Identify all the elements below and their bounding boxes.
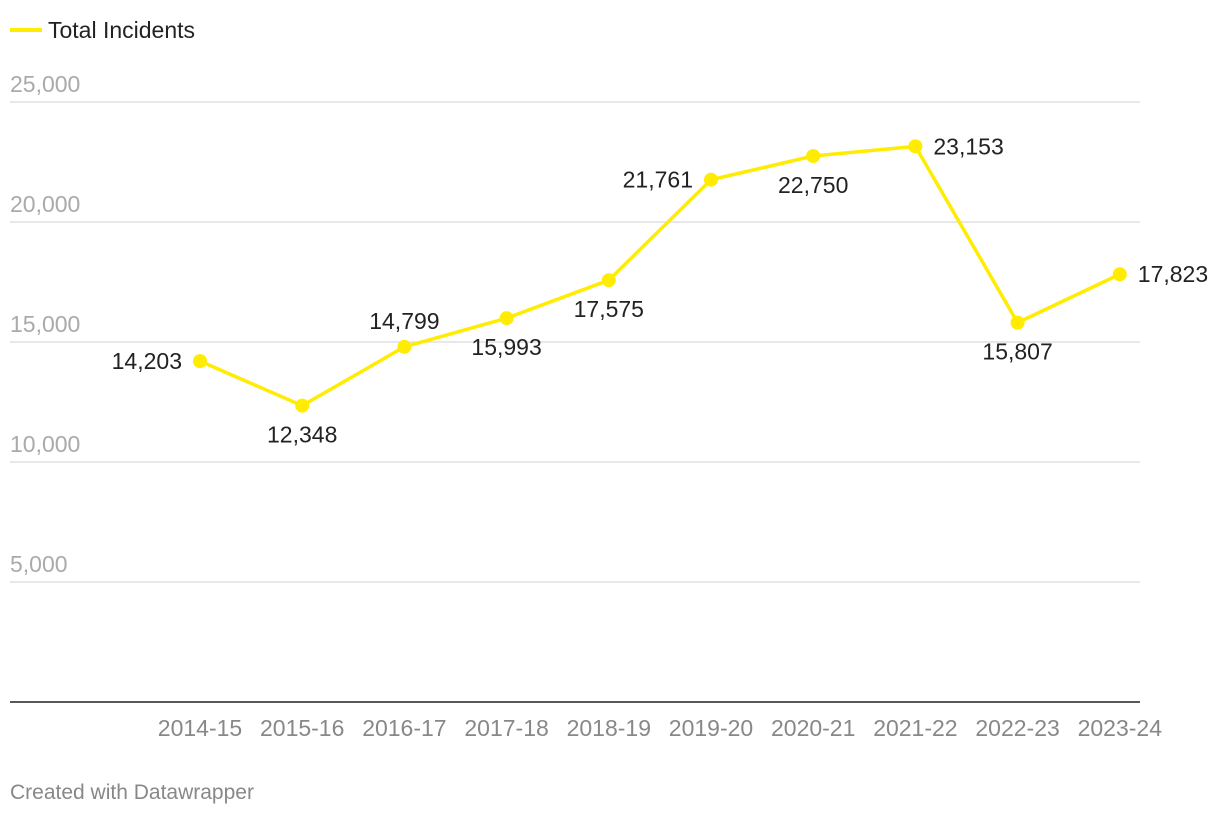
x-tick-label: 2021-22: [873, 715, 957, 741]
data-label: 17,823: [1138, 261, 1208, 287]
data-point: [704, 172, 718, 187]
x-tick-label: 2023-24: [1078, 715, 1163, 741]
data-label: 15,993: [471, 334, 541, 360]
x-tick-label: 2022-23: [975, 715, 1059, 741]
data-point: [295, 398, 310, 413]
y-tick-label: 5,000: [10, 551, 68, 577]
series-line-total-incidents: [199, 144, 1121, 408]
x-tick-label: 2014-15: [158, 715, 242, 741]
data-label: 22,750: [778, 172, 848, 198]
gridlines: [10, 101, 1140, 583]
data-points: [193, 139, 1127, 413]
data-point: [499, 311, 514, 326]
legend-label-total-incidents: Total Incidents: [48, 17, 195, 43]
data-label: 14,799: [369, 308, 439, 334]
y-axis-ticks: 5,000 10,000 15,000 20,000 25,000: [10, 71, 80, 577]
data-point: [193, 354, 207, 369]
data-label: 15,807: [982, 339, 1052, 365]
data-point: [908, 139, 923, 154]
legend: Total Incidents: [10, 17, 195, 43]
x-tick-label: 2016-17: [362, 715, 446, 741]
data-label: 21,761: [623, 167, 693, 193]
x-axis-ticks: 2014-15 2015-16 2016-17 2017-18 2018-19 2019-…: [158, 715, 1162, 741]
y-tick-label: 10,000: [10, 431, 80, 457]
data-labels: 14,203 12,348 14,799 15,993 17,575 21,761 22,7…: [112, 133, 1209, 447]
data-point: [806, 149, 821, 163]
data-label: 12,348: [267, 422, 337, 448]
data-point: [1112, 267, 1127, 282]
x-tick-label: 2020-21: [771, 715, 855, 741]
data-point: [397, 339, 412, 354]
y-tick-label: 15,000: [10, 311, 80, 337]
x-tick-label: 2015-16: [260, 715, 344, 741]
data-point: [1010, 315, 1025, 330]
y-tick-label: 20,000: [10, 191, 80, 217]
y-tick-label: 25,000: [10, 71, 80, 97]
x-tick-label: 2019-20: [669, 715, 753, 741]
data-label: 17,575: [574, 296, 644, 322]
footer-credit: Created with Datawrapper: [10, 781, 254, 804]
data-label: 14,203: [112, 348, 182, 374]
x-tick-label: 2017-18: [464, 715, 548, 741]
data-point: [601, 273, 616, 288]
data-label: 23,153: [933, 133, 1003, 159]
x-tick-label: 2018-19: [567, 715, 651, 741]
